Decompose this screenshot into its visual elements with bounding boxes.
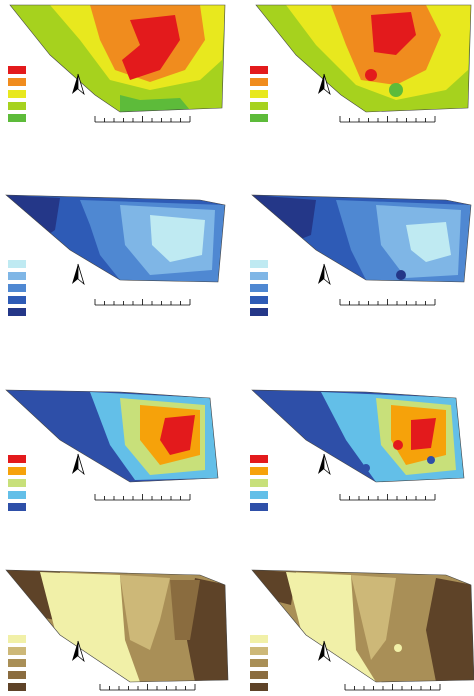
scale-bar xyxy=(99,684,196,691)
legend-swatch xyxy=(250,66,268,74)
legend-swatch xyxy=(8,491,26,499)
map-panel-heat-left xyxy=(9,4,226,113)
legend-swatch xyxy=(250,671,268,679)
legend-swatch xyxy=(250,467,268,475)
north-arrow-icon xyxy=(72,640,85,663)
map-panel-blue-right xyxy=(251,194,472,283)
legend-swatch xyxy=(250,284,268,292)
legend-swatch xyxy=(250,102,268,110)
legend-swatch xyxy=(250,114,268,122)
legend-r1-left xyxy=(8,66,26,122)
legend-swatch xyxy=(250,308,268,316)
map-panel-brown-right xyxy=(251,569,474,683)
legend-swatch xyxy=(8,272,26,280)
legend-swatch xyxy=(8,66,26,74)
legend-swatch xyxy=(8,455,26,463)
legend-swatch xyxy=(8,114,26,122)
legend-swatch xyxy=(250,635,268,643)
legend-swatch xyxy=(250,503,268,511)
north-arrow-icon xyxy=(318,640,331,663)
legend-swatch xyxy=(8,671,26,679)
map-panel-spectral-left xyxy=(5,389,219,483)
legend-swatch xyxy=(8,102,26,110)
legend-swatch xyxy=(8,659,26,667)
legend-swatch xyxy=(8,467,26,475)
legend-swatch xyxy=(250,296,268,304)
scale-bar xyxy=(339,494,436,501)
legend-swatch xyxy=(8,90,26,98)
map-panel-spectral-right xyxy=(251,389,465,483)
legend-swatch xyxy=(8,78,26,86)
scale-bar xyxy=(94,494,191,501)
north-arrow-icon xyxy=(318,263,331,286)
north-arrow-icon xyxy=(72,73,85,96)
scale-bar xyxy=(339,116,436,123)
legend-swatch xyxy=(250,683,268,691)
scale-bar xyxy=(94,116,191,123)
north-arrow-icon xyxy=(318,453,331,476)
legend-swatch xyxy=(250,90,268,98)
north-arrow-icon xyxy=(72,453,85,476)
legend-swatch xyxy=(250,647,268,655)
legend-swatch xyxy=(8,647,26,655)
scale-bar xyxy=(339,299,436,306)
legend-swatch xyxy=(250,260,268,268)
legend-swatch xyxy=(250,659,268,667)
north-arrow-icon xyxy=(72,263,85,286)
legend-swatch xyxy=(8,479,26,487)
map-panel-brown-left xyxy=(5,569,229,683)
scale-bar xyxy=(94,299,191,306)
legend-r4-right xyxy=(250,635,268,691)
legend-swatch xyxy=(8,503,26,511)
legend-swatch xyxy=(250,78,268,86)
north-arrow-icon xyxy=(318,73,331,96)
legend-swatch xyxy=(8,683,26,691)
map-panel-blue-left xyxy=(5,194,226,283)
legend-swatch xyxy=(250,479,268,487)
legend-swatch xyxy=(250,491,268,499)
scale-bar xyxy=(344,684,441,691)
legend-r1-right xyxy=(250,66,268,122)
legend-swatch xyxy=(8,296,26,304)
map-panel-heat-right xyxy=(255,4,472,113)
legend-r2-left xyxy=(8,260,26,316)
legend-r3-left xyxy=(8,455,26,511)
legend-swatch xyxy=(8,284,26,292)
legend-r4-left xyxy=(8,635,26,691)
legend-swatch xyxy=(8,260,26,268)
legend-swatch xyxy=(8,635,26,643)
legend-swatch xyxy=(250,455,268,463)
legend-r3-right xyxy=(250,455,268,511)
legend-r2-right xyxy=(250,260,268,316)
legend-swatch xyxy=(250,272,268,280)
map-decorations xyxy=(72,73,441,691)
legends xyxy=(8,66,268,691)
legend-swatch xyxy=(8,308,26,316)
